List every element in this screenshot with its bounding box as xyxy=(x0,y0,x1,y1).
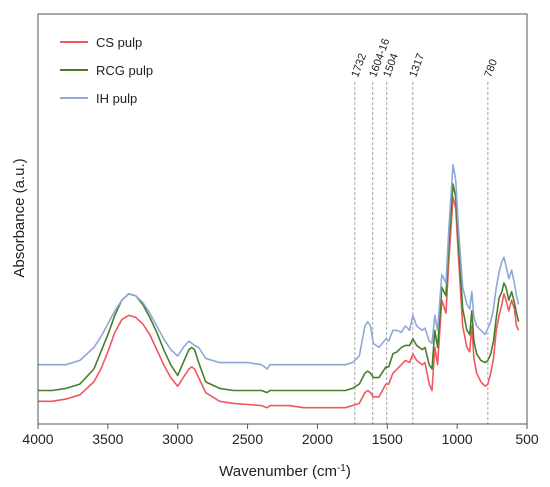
series-line-ih-pulp xyxy=(38,164,520,370)
x-tick-label-500: 500 xyxy=(515,431,539,447)
peak-label-1317: 1317 xyxy=(407,52,427,79)
plot-frame xyxy=(37,13,528,425)
x-tick-label-2000: 2000 xyxy=(302,431,333,447)
x-tick-label-1000: 1000 xyxy=(442,431,473,447)
y-axis-title: Absorbance (a.u.) xyxy=(11,158,28,277)
legend: CS pulp RCG pulp IH pulp xyxy=(60,35,153,106)
series-line-cs-pulp xyxy=(38,196,520,409)
legend-label-3: IH pulp xyxy=(96,91,137,106)
series-line-rcg-pulp xyxy=(38,183,520,394)
peak-label-1732: 1732 xyxy=(349,52,369,79)
axes: 4000 3500 3000 2500 2000 1500 1000 500 xyxy=(22,13,539,447)
peak-label-780: 780 xyxy=(482,58,500,79)
x-tick-label-2500: 2500 xyxy=(232,431,263,447)
x-axis-title: Wavenumber (cm-1) xyxy=(219,463,351,480)
x-tick-label-4000: 4000 xyxy=(22,431,53,447)
x-tick-label-3000: 3000 xyxy=(162,431,193,447)
series-lines xyxy=(38,164,520,409)
legend-label-2: RCG pulp xyxy=(96,63,153,78)
x-tick-label-3500: 3500 xyxy=(92,431,123,447)
x-tick-label-1500: 1500 xyxy=(372,431,403,447)
legend-label-1: CS pulp xyxy=(96,35,142,50)
